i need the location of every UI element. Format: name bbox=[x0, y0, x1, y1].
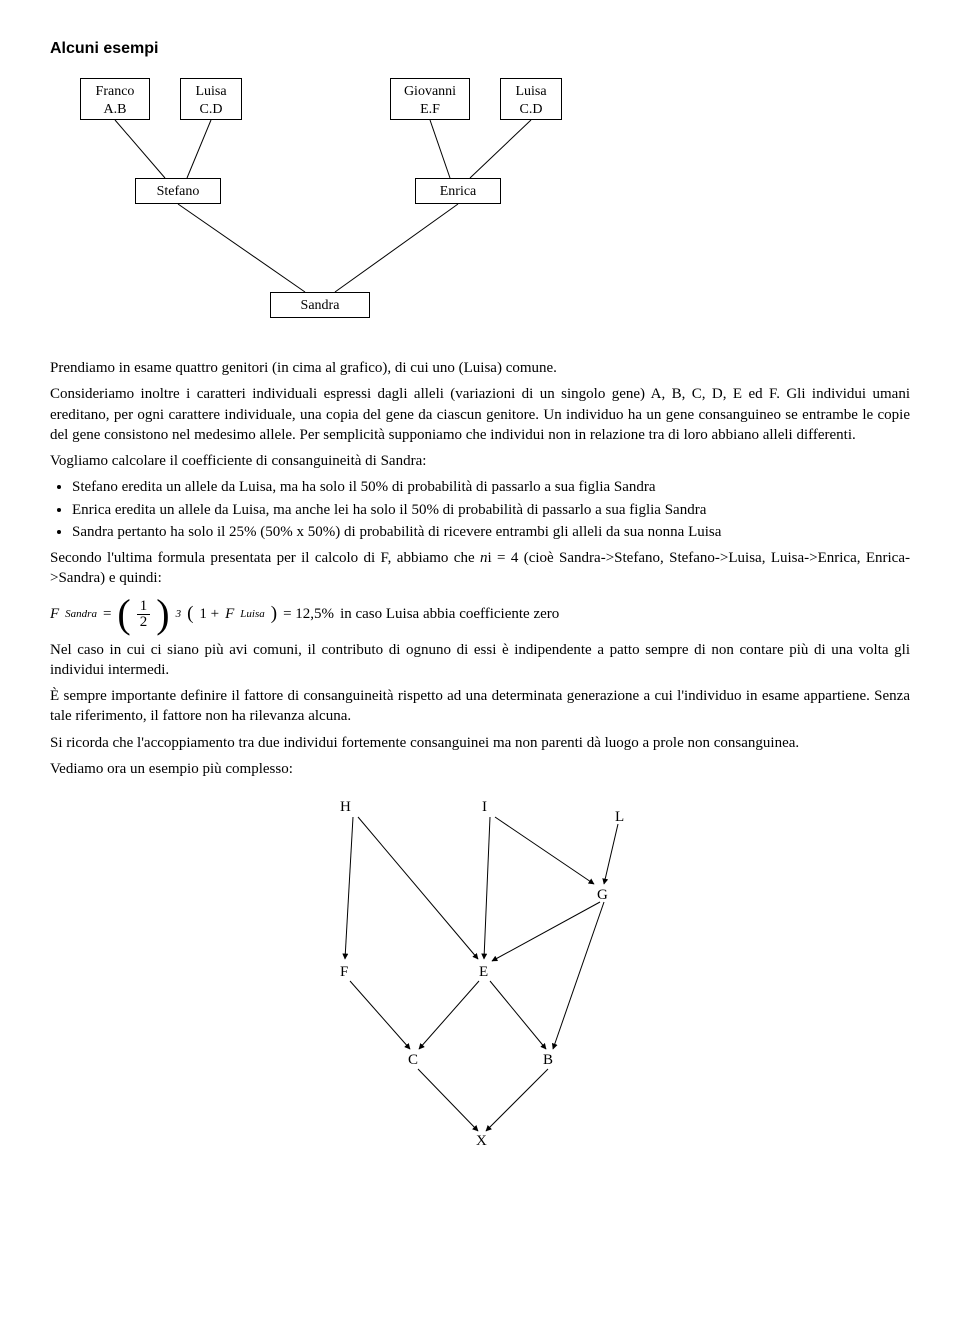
paragraph-2: Consideriamo inoltre i caratteri individ… bbox=[50, 384, 910, 445]
section-heading: Alcuni esempi bbox=[50, 40, 910, 58]
formula-exponent: 3 bbox=[176, 608, 182, 620]
pedigree-node-F: F bbox=[340, 964, 348, 981]
bullet-item: Sandra pertanto ha solo il 25% (50% x 50… bbox=[72, 522, 910, 542]
formula-tail: in caso Luisa abbia coefficiente zero bbox=[340, 606, 559, 623]
pedigree-node-H: H bbox=[340, 799, 351, 816]
pedigree-node-L: L bbox=[615, 809, 624, 826]
family-tree-diagram: Franco A.B Luisa C.D Giovanni E.F Luisa C.D… bbox=[60, 72, 620, 352]
bullet-item: Stefano eredita un allele da Luisa, ma h… bbox=[72, 477, 910, 497]
formula-lhs-var: F bbox=[50, 606, 59, 623]
big-right-paren: ) bbox=[156, 600, 169, 628]
fraction-numerator: 1 bbox=[137, 599, 151, 615]
tree-node-luisa2: Luisa C.D bbox=[500, 78, 562, 120]
formula-inner-sub: Luisa bbox=[240, 608, 264, 620]
pedigree-node-B: B bbox=[543, 1052, 553, 1069]
bullet-list: Stefano eredita un allele da Luisa, ma h… bbox=[72, 477, 910, 542]
formula-lhs-sub: Sandra bbox=[65, 608, 97, 620]
paragraph-3: Vogliamo calcolare il coefficiente di co… bbox=[50, 451, 910, 471]
paragraph-1: Prendiamo in esame quattro genitori (in … bbox=[50, 358, 910, 378]
p4-text-a: Secondo l'ultima formula presentata per … bbox=[50, 550, 480, 566]
tree-node-enrica: Enrica bbox=[415, 178, 501, 204]
pedigree-diagram: H I L G F E C B X bbox=[280, 799, 680, 1154]
equals-result: = 12,5% bbox=[283, 606, 334, 623]
tree-node-sandra: Sandra bbox=[270, 292, 370, 318]
bullet-item: Enrica eredita un allele da Luisa, ma an… bbox=[72, 500, 910, 520]
pedigree-node-I: I bbox=[482, 799, 487, 816]
paragraph-4: Secondo l'ultima formula presentata per … bbox=[50, 548, 910, 589]
paragraph-6: È sempre importante definire il fattore … bbox=[50, 686, 910, 727]
tree-node-franco: Franco A.B bbox=[80, 78, 150, 120]
ni-equals: = 4 bbox=[492, 550, 524, 566]
big-left-paren: ( bbox=[117, 600, 130, 628]
fraction: 1 2 bbox=[137, 599, 151, 630]
pedigree-node-E: E bbox=[479, 964, 488, 981]
pedigree-node-C: C bbox=[408, 1052, 418, 1069]
formula-block: FSandra = ( 1 2 )3 (1 + FLuisa) = 12,5% … bbox=[50, 599, 910, 630]
pedigree-node-X: X bbox=[476, 1133, 487, 1150]
pedigree-node-G: G bbox=[597, 887, 608, 904]
equals-1: = bbox=[103, 606, 111, 623]
paragraph-8: Vediamo ora un esempio più complesso: bbox=[50, 759, 910, 779]
tree-node-giovanni: Giovanni E.F bbox=[390, 78, 470, 120]
fraction-denominator: 2 bbox=[137, 615, 151, 630]
formula-inner-var: F bbox=[225, 606, 234, 623]
paragraph-7: Si ricorda che l'accoppiamento tra due i… bbox=[50, 733, 910, 753]
tree-node-stefano: Stefano bbox=[135, 178, 221, 204]
tree-node-luisa1: Luisa C.D bbox=[180, 78, 242, 120]
paragraph-5: Nel caso in cui ci siano più avi comuni,… bbox=[50, 640, 910, 681]
